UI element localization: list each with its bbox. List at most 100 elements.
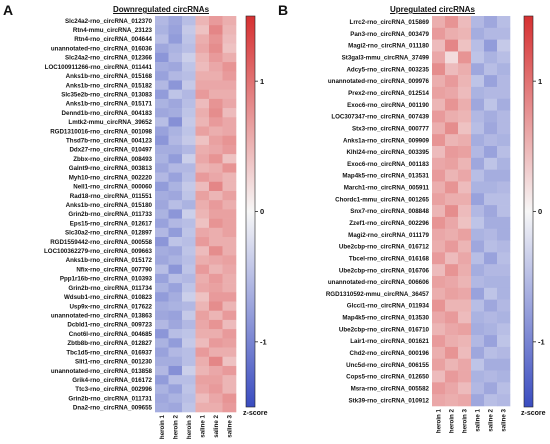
heatmap-a-cell-r37-c5 <box>222 356 237 367</box>
heatmap-a-cell-r17-c1 <box>168 172 183 183</box>
heatmap-b-cell-r0-c5 <box>497 16 511 29</box>
heatmap-b-cell-r9-c0 <box>432 122 446 135</box>
heatmap-a-cell-r33-c2 <box>182 319 196 330</box>
heatmap-b-cell-r9-c1 <box>445 122 459 135</box>
heatmap-b-cell-r18-c0 <box>432 228 446 241</box>
heatmap-a-cell-r42-c1 <box>168 402 183 413</box>
heatmap-b-row-label: unannotated-rno_circRNA_006606 <box>328 279 430 286</box>
heatmap-b-column-label: saline 1 <box>475 408 482 431</box>
heatmap-b-cell-r0-c2 <box>458 16 472 29</box>
heatmap-a-cell-r12-c1 <box>168 126 183 137</box>
heatmap-b-cell-r12-c5 <box>497 157 511 170</box>
heatmap-a-cell-r42-c5 <box>222 402 237 413</box>
heatmap-a-cell-r22-c4 <box>209 218 223 229</box>
heatmap-b-cell-r10-c5 <box>497 134 511 147</box>
heatmap-a-cell-r34-c5 <box>222 329 237 339</box>
heatmap-b-cell-r30-c0 <box>432 370 446 383</box>
heatmap-a-row-label: Ppp1r16b-rno_circRNA_010393 <box>60 276 153 283</box>
heatmap-a-cell-r36-c0 <box>155 347 169 358</box>
heatmap-a-cell-r20-c3 <box>195 200 210 210</box>
heatmap-a-cell-r16-c3 <box>195 163 210 173</box>
heatmap-a-cell-r13-c3 <box>195 135 210 146</box>
heatmap-a-cell-r19-c2 <box>182 190 196 201</box>
heatmap-a-row-label: Lmtk2-mmu_circRNA_39652 <box>68 119 152 126</box>
heatmap-a-cell-r36-c1 <box>168 347 183 358</box>
heatmap-a-cell-r10-c0 <box>155 108 169 118</box>
heatmap-a-cell-r9-c2 <box>182 98 196 109</box>
heatmap-a-row-label: RGD1559442-rno_circRNA_000558 <box>50 239 152 246</box>
heatmap-b-cell-r10-c4 <box>484 134 498 147</box>
heatmap-a-cell-r27-c1 <box>168 264 183 275</box>
heatmap-a-row-label: Nell1-rno_circRNA_000060 <box>73 184 152 191</box>
heatmap-a-cell-r7-c5 <box>222 80 237 90</box>
heatmap-b-cell-r32-c5 <box>497 394 511 407</box>
heatmap-a-row-label: Anks1b-rno_circRNA_015168 <box>66 73 153 80</box>
heatmap-a-cell-r17-c3 <box>195 172 210 183</box>
heatmap-a-cell-r35-c3 <box>195 338 210 348</box>
heatmap-a-row-label: Dcbld1-rno_circRNA_009723 <box>67 322 152 329</box>
heatmap-title-b: Upregulated circRNAs <box>390 5 475 14</box>
heatmap-b-cell-r7-c0 <box>432 98 446 111</box>
heatmap-b-cell-r15-c1 <box>445 193 459 206</box>
heatmap-b-cell-r27-c0 <box>432 335 446 348</box>
heatmap-a-row-label: LOC100362279-rno_circRNA_009663 <box>44 248 153 255</box>
heatmap-a-cell-r33-c4 <box>209 319 223 330</box>
heatmap-b-cell-r4-c3 <box>471 63 485 76</box>
heatmap-a-row-label: Dna2-rno_circRNA_009655 <box>73 405 153 412</box>
heatmap-b-cell-r5-c1 <box>445 75 459 88</box>
heatmap-b-cell-r16-c2 <box>458 205 472 218</box>
heatmap-a-column-label: saline 2 <box>213 414 220 437</box>
heatmap-a-cell-r12-c5 <box>222 126 237 137</box>
heatmap-a-cell-r30-c1 <box>168 292 183 302</box>
heatmap-a-row-label: Rtn4-mmu_circRNA_23123 <box>73 27 153 34</box>
heatmap-b-cell-r26-c3 <box>471 323 485 336</box>
heatmap-b-cell-r20-c0 <box>432 252 446 265</box>
heatmap-b-row-label: Prex2-rno_circRNA_012514 <box>348 90 429 97</box>
heatmap-a-cell-r41-c3 <box>195 393 210 404</box>
heatmap-a-cell-r6-c4 <box>209 71 223 81</box>
heatmap-a-row-label: Anks1b-rno_circRNA_015171 <box>66 101 153 108</box>
colorbar-a-title: z-score <box>243 410 268 417</box>
heatmap-b-cell-r24-c2 <box>458 299 472 312</box>
heatmap-b-cell-r4-c5 <box>497 63 511 76</box>
heatmap-a-cell-r17-c2 <box>182 172 196 183</box>
heatmap-a-cell-r32-c0 <box>155 310 169 321</box>
heatmap-a-cell-r12-c4 <box>209 126 223 137</box>
heatmap-b-cell-r16-c0 <box>432 205 446 218</box>
heatmap-b-cell-r27-c5 <box>497 335 511 348</box>
heatmap-a-cell-r34-c3 <box>195 329 210 339</box>
heatmap-b-cell-r14-c1 <box>445 181 459 194</box>
heatmap-a-cell-r10-c3 <box>195 108 210 118</box>
heatmap-b-cell-r2-c0 <box>432 39 446 52</box>
heatmap-a-cell-r2-c3 <box>195 34 210 44</box>
heatmap-a-cell-r22-c0 <box>155 218 169 229</box>
heatmap-a-cell-r28-c4 <box>209 273 223 284</box>
heatmap-a-cell-r8-c3 <box>195 89 210 100</box>
heatmap-a-cell-r19-c0 <box>155 190 169 201</box>
heatmap-a-cell-r20-c4 <box>209 200 223 210</box>
heatmap-a-cell-r31-c4 <box>209 301 223 311</box>
heatmap-a-cell-r0-c1 <box>168 16 183 26</box>
heatmap-b-column-label: saline 2 <box>488 408 495 431</box>
heatmap-a-cell-r10-c5 <box>222 108 237 118</box>
heatmap-a-cell-r38-c2 <box>182 365 196 376</box>
heatmap-a-cell-r28-c3 <box>195 273 210 284</box>
heatmap-a-cell-r35-c0 <box>155 338 169 348</box>
heatmap-a-cell-r14-c1 <box>168 144 183 155</box>
heatmap-b-cell-r0-c1 <box>445 16 459 29</box>
heatmap-a-cell-r9-c1 <box>168 98 183 109</box>
heatmap-a-cell-r15-c0 <box>155 154 169 164</box>
heatmap-b-cell-r30-c5 <box>497 370 511 383</box>
heatmap-b-cell-r29-c3 <box>471 358 485 371</box>
heatmap-a-cell-r3-c3 <box>195 43 210 54</box>
heatmap-b: Lrrc2-rno_circRNA_015869 Pan3-rno_circRNA… <box>326 15 546 433</box>
heatmap-b-cell-r25-c4 <box>484 311 498 324</box>
heatmap-a-cell-r30-c3 <box>195 292 210 302</box>
heatmap-a-cell-r13-c0 <box>155 135 169 146</box>
heatmap-b-cell-r32-c0 <box>432 394 446 407</box>
heatmap-b-cell-r22-c2 <box>458 276 472 289</box>
heatmap-b-cell-r15-c2 <box>458 193 472 206</box>
heatmap-b-cell-r6-c4 <box>484 86 498 100</box>
heatmap-b-cell-r6-c2 <box>458 86 472 100</box>
heatmap-b-row-label: unannotated-rno_circRNA_009976 <box>328 78 430 85</box>
